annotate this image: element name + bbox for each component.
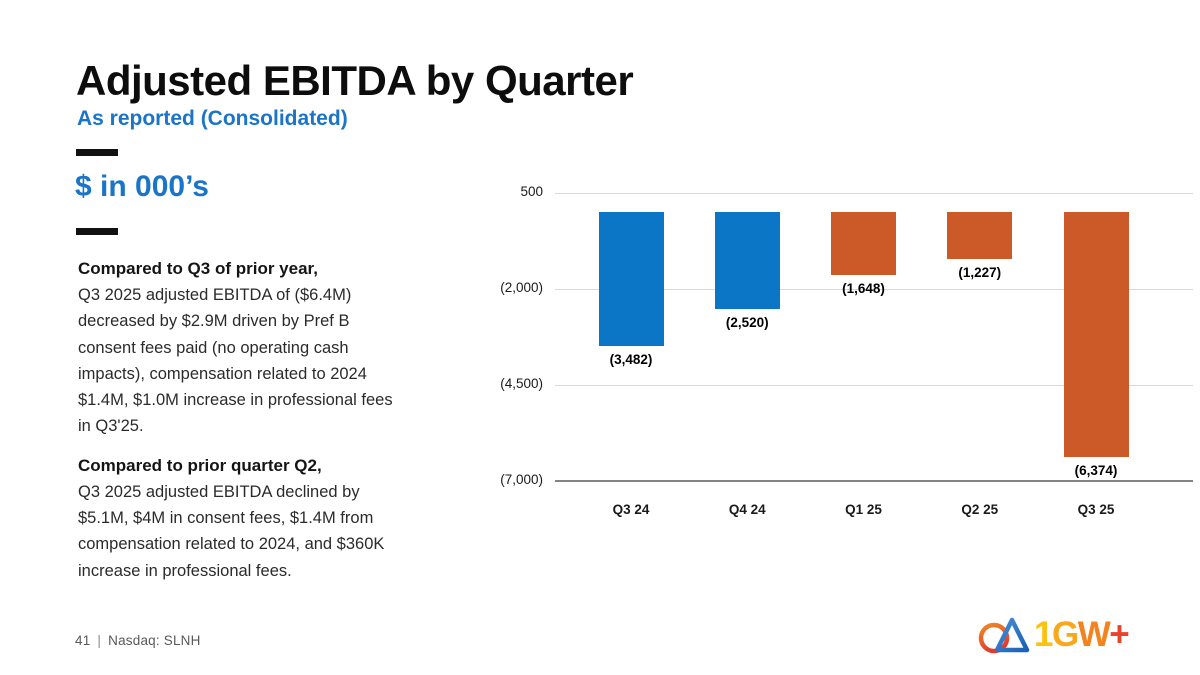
page-subtitle: As reported (Consolidated) [77, 107, 348, 130]
y-axis-tick-label: (4,500) [500, 376, 543, 391]
logo-letter: 1 [1034, 614, 1053, 654]
logo-letter: W [1077, 614, 1111, 654]
gridline [555, 384, 1193, 386]
note-body: Q3 2025 adjusted EBITDA declined by $5.1… [78, 482, 385, 580]
logo-circle-triangle-icon [978, 617, 1030, 654]
bar-value-label: (6,374) [1074, 462, 1118, 478]
bar-q4-24 [714, 212, 780, 309]
y-axis-tick-label: (2,000) [500, 280, 543, 295]
gridline [555, 192, 1193, 194]
bar-q3-25 [1063, 212, 1129, 457]
divider-dash-top [76, 149, 118, 156]
page-title: Adjusted EBITDA by Quarter [76, 57, 634, 104]
logo-letter: G [1051, 614, 1079, 654]
divider-dash-bottom [76, 228, 118, 235]
note-paragraph-qoq: Compared to prior quarter Q2, Q3 2025 ad… [78, 453, 498, 584]
bar-value-label: (1,227) [958, 265, 1002, 281]
ticker-label: Nasdaq: SLNH [108, 633, 201, 648]
gridline [555, 288, 1193, 290]
units-label: $ in 000’s [75, 170, 209, 203]
bar-value-label: (2,520) [725, 314, 769, 330]
x-axis-label: Q4 24 [728, 502, 766, 517]
bar-value-label: (3,482) [609, 351, 653, 367]
company-logo: 1GW+ [978, 612, 1130, 656]
bar-q2-25 [947, 212, 1013, 260]
logo-letter: + [1109, 614, 1129, 654]
note-body: Q3 2025 adjusted EBITDA of ($6.4M) decre… [78, 286, 393, 436]
x-axis-label: Q3 24 [612, 502, 650, 517]
note-paragraph-yoy: Compared to Q3 of prior year, Q3 2025 ad… [78, 256, 498, 440]
note-heading: Compared to Q3 of prior year, [78, 259, 318, 278]
bar-value-label: (1,648) [842, 281, 885, 297]
x-axis-line [555, 480, 1193, 482]
bar-q1-25 [831, 212, 896, 276]
footer-separator: | [97, 633, 102, 648]
y-axis-tick-label: (7,000) [500, 472, 543, 487]
logo-wordmark: 1GW+ [1034, 614, 1130, 654]
x-axis-label: Q1 25 [845, 502, 882, 517]
y-axis-tick-label: 500 [520, 184, 543, 199]
bar-q3-24 [598, 212, 664, 346]
commentary-notes: Compared to Q3 of prior year, Q3 2025 ad… [78, 256, 498, 584]
page-number: 41 [75, 633, 91, 648]
note-heading: Compared to prior quarter Q2, [78, 455, 322, 475]
x-axis-label: Q2 25 [961, 502, 999, 517]
footer: 41 | Nasdaq: SLNH [75, 633, 201, 648]
x-axis-label: Q3 25 [1077, 502, 1115, 517]
